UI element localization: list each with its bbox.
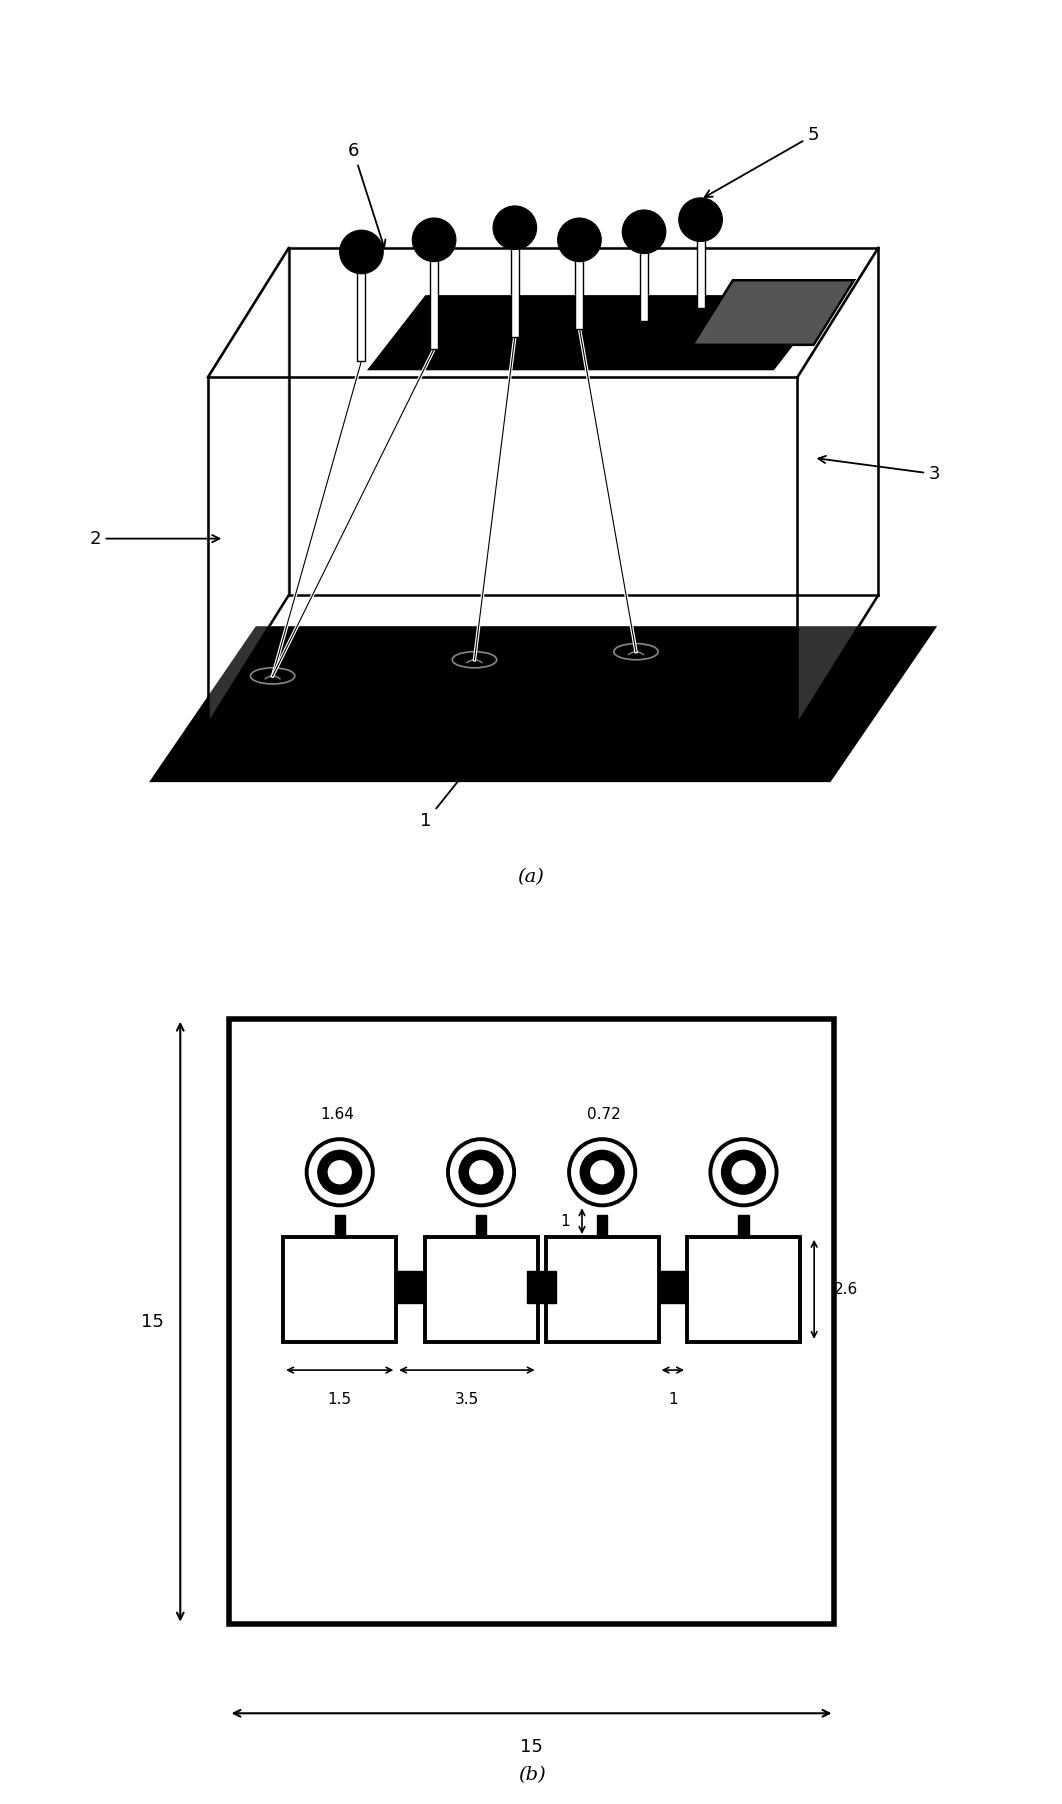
Bar [738,1214,749,1238]
Bar [658,1288,687,1299]
Polygon shape [208,247,878,377]
Text: 1: 1 [561,1214,570,1229]
Circle shape [590,1160,614,1185]
Text: (b): (b) [517,1766,546,1784]
Circle shape [307,1138,373,1205]
Circle shape [469,1160,493,1185]
Text: 15: 15 [141,1313,165,1331]
Bar [546,1238,658,1342]
Bar [597,1214,607,1238]
Circle shape [710,1138,776,1205]
Text: 0.72: 0.72 [587,1108,621,1122]
Text: 2.6: 2.6 [835,1283,858,1297]
Bar [576,240,583,328]
Circle shape [721,1149,766,1194]
Text: 1.5: 1.5 [328,1393,352,1407]
Text: 6: 6 [347,143,386,247]
Circle shape [679,198,722,242]
Bar [396,1288,425,1299]
Circle shape [459,1149,503,1194]
Text: 3.5: 3.5 [455,1393,479,1407]
Bar [335,1214,345,1238]
Bar [228,1019,835,1624]
Bar [284,1238,396,1342]
Polygon shape [370,296,829,370]
Circle shape [732,1160,755,1185]
Text: 1: 1 [668,1393,678,1407]
Bar [697,220,704,308]
Bar [476,1214,486,1238]
Text: 2: 2 [89,530,220,548]
Circle shape [412,218,456,262]
Circle shape [448,1138,514,1205]
Polygon shape [208,247,289,725]
Polygon shape [798,247,878,725]
Text: (a): (a) [517,868,545,886]
Bar [537,1288,546,1299]
Bar [358,253,365,361]
Bar [640,231,648,321]
Circle shape [340,231,383,274]
Polygon shape [152,628,935,781]
Text: 1.64: 1.64 [321,1108,355,1122]
Text: 5: 5 [705,126,820,197]
Text: 15: 15 [520,1737,543,1755]
Bar [687,1238,800,1342]
Text: 3: 3 [819,456,941,483]
Circle shape [328,1160,352,1185]
Bar [511,227,519,337]
Bar [425,1238,537,1342]
Bar [430,240,439,348]
Circle shape [493,206,536,249]
Circle shape [569,1138,635,1205]
Bar [658,1272,687,1304]
Circle shape [558,218,601,262]
Polygon shape [692,280,854,345]
Circle shape [580,1149,624,1194]
Circle shape [318,1149,362,1194]
Text: 1: 1 [421,745,487,830]
Circle shape [622,209,666,254]
Bar [396,1272,425,1304]
Bar [528,1272,555,1304]
